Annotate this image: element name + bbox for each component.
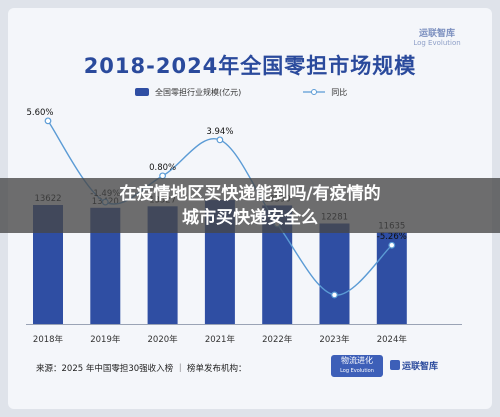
banner-line1: 在疫情地区买快递能到吗/有疫情的 bbox=[119, 184, 381, 204]
yoy-point-6 bbox=[388, 241, 396, 249]
yoy-label-6: -5.26% bbox=[377, 232, 407, 242]
x-tick-label-1: 2019年 bbox=[90, 334, 121, 345]
source-note: 来源：2025 年中国零担30强收入榜 ｜ 榜单发布机构： bbox=[36, 364, 247, 374]
log-evolution-logo: 物流进化 Log Evolution bbox=[331, 355, 383, 377]
yunlian-logo: 运联智库 bbox=[390, 359, 438, 372]
logo1-text: 物流进化 bbox=[341, 356, 373, 365]
x-tick-label-4: 2022年 bbox=[262, 334, 293, 345]
bar-5 bbox=[319, 223, 350, 324]
watermark-logo: 运联智库 Log Evolution bbox=[412, 30, 462, 48]
legend: 全国零担行业规模(亿元) 同比 bbox=[135, 85, 347, 99]
logo2-text: 运联智库 bbox=[402, 362, 439, 372]
yoy-point-0 bbox=[44, 117, 52, 125]
yoy-label-0: 5.60% bbox=[26, 108, 53, 118]
chart-title: 2018-2024年全国零担市场规模 bbox=[83, 54, 417, 78]
x-tick-label-6: 2024年 bbox=[377, 334, 408, 345]
yoy-point-5 bbox=[331, 291, 338, 299]
x-tick-label-3: 2021年 bbox=[205, 334, 236, 345]
banner-line2: 城市买快递安全么 bbox=[182, 208, 318, 228]
yoy-label-3: 3.94% bbox=[206, 127, 233, 137]
watermark-line2: Log Evolution bbox=[413, 39, 461, 47]
x-tick-label-0: 2018年 bbox=[33, 334, 64, 345]
logo1-subtext: Log Evolution bbox=[340, 368, 374, 374]
legend-bar-label: 全国零担行业规模(亿元) bbox=[155, 87, 242, 97]
yoy-label-2: 0.80% bbox=[149, 163, 176, 173]
x-tick-label-2: 2020年 bbox=[148, 334, 179, 345]
legend-line-label: 同比 bbox=[331, 87, 348, 97]
yunlian-mark-icon bbox=[390, 360, 400, 370]
legend-line-swatch bbox=[303, 89, 326, 95]
watermark-line1: 运联智库 bbox=[418, 29, 455, 39]
legend-bar-swatch bbox=[135, 88, 149, 96]
overlay-banner: 在疫情地区买快递能到吗/有疫情的 城市买快递安全么 bbox=[0, 178, 500, 233]
x-tick-label-5: 2023年 bbox=[319, 334, 350, 345]
yoy-point-3 bbox=[216, 136, 224, 144]
